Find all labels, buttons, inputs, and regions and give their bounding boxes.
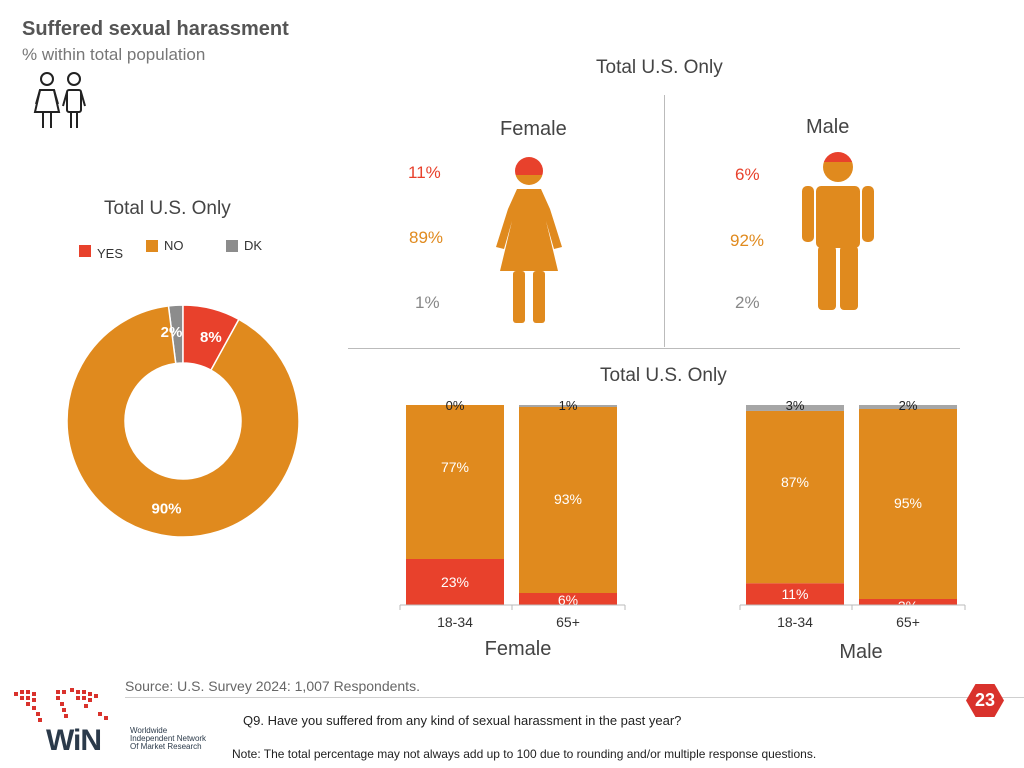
bar-dk-segment bbox=[746, 405, 844, 411]
page-title: Suffered sexual harassment bbox=[22, 18, 289, 40]
bar-dk-label: 1% bbox=[559, 398, 578, 413]
legend-no-swatch bbox=[146, 239, 158, 252]
legend-yes: YES bbox=[79, 240, 123, 261]
bar-dk-label: 3% bbox=[786, 398, 805, 413]
donut-label-dk: 2% bbox=[161, 324, 183, 341]
bar-yes-label: 6% bbox=[558, 592, 578, 608]
legend-dk-swatch bbox=[226, 239, 238, 252]
win-logo-line-2: Independent Network bbox=[130, 734, 207, 743]
donut-slice-no bbox=[66, 305, 300, 538]
female-no-pct: 89% bbox=[409, 228, 444, 247]
bar-yes-segment bbox=[859, 599, 957, 605]
stacked-bar-chart: 23% 77% 0% 18-34 6% 93% 1% 65+ 11% 87% 3% 18-34 3% 95… bbox=[399, 398, 966, 663]
bar-dk-label: 0% bbox=[446, 398, 465, 413]
legend-no: NO bbox=[146, 238, 184, 253]
bar-yes-segment bbox=[519, 593, 617, 605]
footer-divider bbox=[125, 697, 1024, 698]
legend-dk: DK bbox=[226, 238, 262, 253]
legend-yes-swatch bbox=[79, 244, 91, 257]
bar-yes-segment bbox=[746, 583, 844, 605]
male-label: Male bbox=[806, 116, 850, 138]
bar-category-label: 65+ bbox=[556, 614, 580, 630]
couple-icon bbox=[33, 72, 86, 128]
male-no-pct: 92% bbox=[730, 231, 765, 250]
people-section-title: Total U.S. Only bbox=[596, 57, 723, 78]
donut-label-no: 90% bbox=[151, 500, 181, 517]
bar-dk-segment bbox=[859, 405, 957, 409]
male-yes-pct: 6% bbox=[735, 165, 760, 184]
page-number-badge: 23 bbox=[966, 684, 1004, 717]
bars-title: Total U.S. Only bbox=[600, 365, 727, 386]
bar-no-segment bbox=[519, 407, 617, 593]
bar-category-label: 18-34 bbox=[437, 614, 473, 630]
donut-label-yes: 8% bbox=[200, 329, 222, 346]
bar-dk-segment bbox=[519, 405, 617, 407]
bar-dk-label: 2% bbox=[899, 398, 918, 413]
bar-no-segment bbox=[859, 409, 957, 599]
legend-yes-label: YES bbox=[97, 246, 124, 261]
male-figure-icon bbox=[802, 152, 874, 310]
female-figure-icon bbox=[496, 157, 562, 323]
question-text: Q9. Have you suffered from any kind of s… bbox=[243, 713, 682, 728]
source-text: Source: U.S. Survey 2024: 1,007 Responde… bbox=[125, 678, 420, 694]
female-yes-pct: 11% bbox=[408, 163, 441, 182]
donut-chart: 8% 2% 90% bbox=[66, 304, 300, 538]
gender-divider bbox=[664, 95, 665, 347]
legend-dk-label: DK bbox=[244, 238, 263, 253]
bar-yes-segment bbox=[406, 559, 504, 605]
legend-no-label: NO bbox=[164, 238, 184, 253]
page-subtitle: % within total population bbox=[22, 45, 206, 64]
bar-category-label: 65+ bbox=[896, 614, 920, 630]
win-logo-line-1: Worldwide bbox=[130, 726, 168, 735]
bar-yes-label: 23% bbox=[441, 574, 469, 590]
donut-title: Total U.S. Only bbox=[104, 198, 231, 219]
world-map-logo-icon bbox=[14, 688, 108, 722]
win-logo-text: WiN bbox=[46, 724, 102, 757]
win-logo-line-3: Of Market Research bbox=[130, 742, 202, 751]
female-label: Female bbox=[500, 118, 567, 140]
bar-yes-label: 11% bbox=[782, 586, 809, 602]
bar-group-female: Female bbox=[485, 638, 552, 660]
bar-no-label: 87% bbox=[781, 474, 809, 490]
bar-no-label: 95% bbox=[894, 495, 922, 511]
bar-no-label: 93% bbox=[554, 491, 582, 507]
female-dk-pct: 1% bbox=[415, 293, 440, 312]
bar-no-label: 77% bbox=[441, 459, 469, 475]
male-dk-pct: 2% bbox=[735, 293, 760, 312]
bar-group-male: Male bbox=[839, 641, 882, 663]
win-logo-subtext: Worldwide Independent Network Of Market … bbox=[130, 727, 206, 751]
section-divider bbox=[348, 348, 960, 349]
bar-no-segment bbox=[746, 410, 844, 584]
note-text: Note: The total percentage may not alway… bbox=[232, 747, 817, 761]
bar-category-label: 18-34 bbox=[777, 614, 813, 630]
bar-no-segment bbox=[406, 405, 504, 559]
bar-yes-label: 3% bbox=[898, 598, 918, 614]
